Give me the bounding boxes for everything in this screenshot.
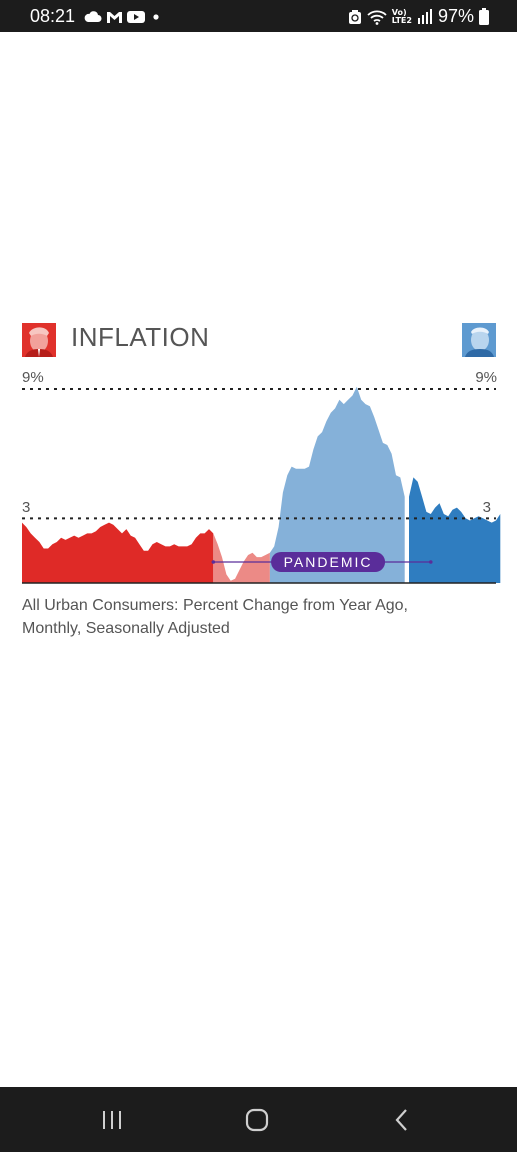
wifi-icon	[367, 10, 387, 25]
status-bar: 08:21 Vo) LTE2 97%	[0, 0, 517, 32]
dot-icon	[153, 14, 159, 20]
chart-title: INFLATION	[71, 322, 210, 352]
pandemic-label-pill	[271, 552, 386, 572]
back-icon	[395, 1108, 407, 1131]
network-label-top: Vo)	[391, 7, 407, 17]
youtube-icon	[127, 11, 145, 23]
gmail-icon	[107, 12, 122, 23]
recent-apps-button[interactable]	[72, 1087, 152, 1152]
trump-portrait-icon	[22, 323, 56, 357]
chart-caption: All Urban Consumers: Percent Change from…	[22, 597, 408, 637]
status-time: 08:21	[30, 6, 76, 26]
battery-icon	[479, 8, 489, 25]
biden-portrait-icon	[462, 323, 496, 357]
y-tick-right-top: 9%	[475, 369, 497, 386]
back-button[interactable]	[362, 1087, 442, 1152]
inflation-chart: INFLATION 9% 9% 3 3 PANDEMIC All Urban C…	[22, 322, 501, 637]
pandemic-label: PANDEMIC	[284, 554, 373, 570]
area-biden-pandemic	[269, 386, 405, 583]
pandemic-start-dot	[211, 560, 216, 564]
area-biden-post	[409, 477, 501, 583]
signal-icon	[417, 8, 432, 24]
pandemic-annotation: PANDEMIC	[211, 552, 433, 572]
network-label-bottom: LTE2	[391, 15, 412, 25]
cloud-icon	[84, 11, 102, 22]
status-right: Vo) LTE2 97%	[348, 6, 489, 27]
y-tick-right-mid: 3	[482, 499, 491, 516]
home-button[interactable]	[217, 1087, 297, 1152]
chart-areas	[22, 386, 501, 583]
recent-apps-icon	[103, 1110, 121, 1129]
navigation-bar	[0, 1087, 517, 1152]
pandemic-end-dot	[428, 560, 433, 564]
recycle-icon	[348, 9, 361, 24]
notification-icons	[84, 8, 163, 26]
chart-plot: PANDEMIC	[22, 386, 501, 584]
battery-percent: 97%	[437, 6, 474, 26]
network-label: Vo) LTE2	[391, 7, 412, 25]
home-icon	[245, 1108, 269, 1131]
y-tick-left-mid: 3	[22, 499, 31, 516]
area-trump-pandemic	[213, 533, 270, 583]
area-trump-pre	[22, 522, 214, 583]
y-tick-left-top: 9%	[22, 369, 44, 386]
